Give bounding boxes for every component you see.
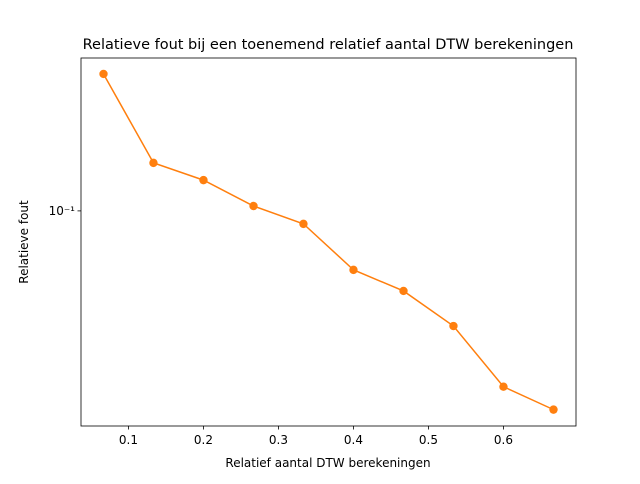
x-tick-label: 0.6 [494, 433, 513, 447]
point [449, 321, 458, 331]
point [299, 219, 308, 229]
point [99, 69, 108, 79]
x-tick-label: 0.2 [194, 433, 213, 447]
point [149, 158, 158, 168]
point [349, 265, 358, 275]
x-tick-label: 0.5 [419, 433, 438, 447]
line [102, 73, 554, 411]
point [399, 286, 408, 296]
x-tick-label: 0.1 [119, 433, 138, 447]
y-tick-label: 10⁻¹ [49, 204, 76, 218]
chart-title: Relatieve fout bij een toenemend relatie… [83, 37, 574, 53]
x-tick-label: 0.3 [269, 433, 288, 447]
y-axis-label: Relatieve fout [17, 200, 31, 284]
x-tick-label: 0.4 [344, 433, 363, 447]
point [249, 201, 258, 211]
point [199, 175, 208, 185]
x-axis-label: Relatief aantal DTW berekeningen [225, 456, 430, 470]
point [499, 382, 508, 391]
plot-frame [80, 57, 577, 427]
point [549, 405, 558, 414]
